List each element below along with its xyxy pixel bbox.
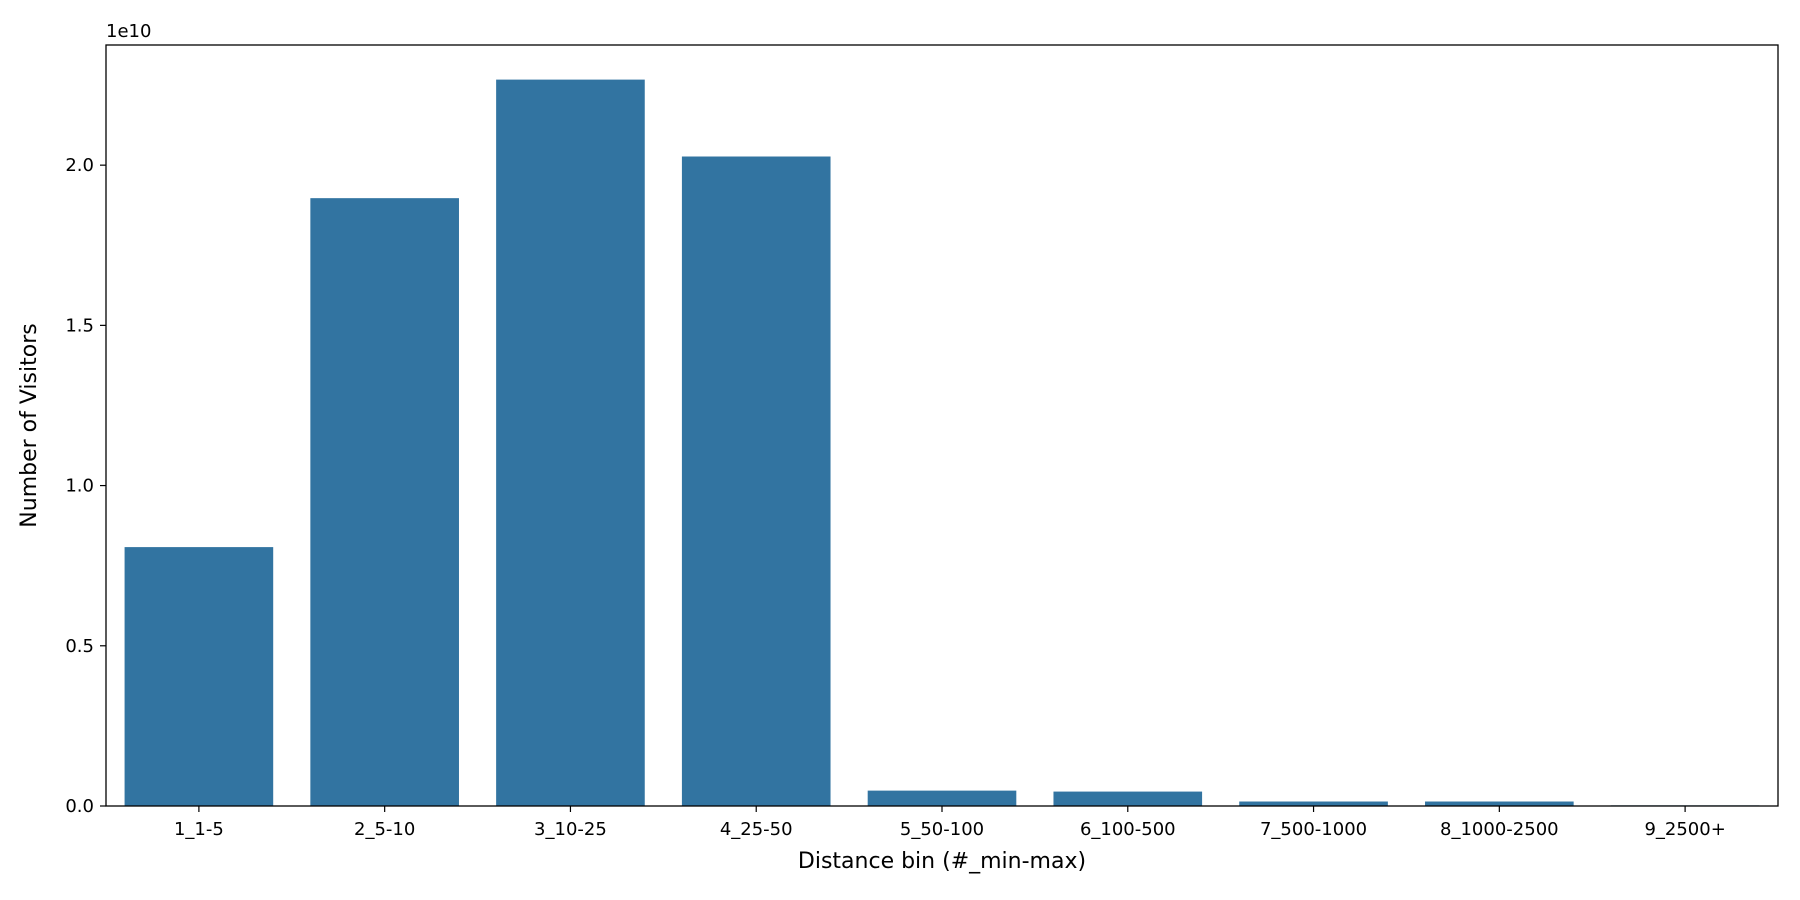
- bar-3_10-25: [496, 79, 645, 807]
- x-tick-label: 9_2500+: [1644, 819, 1725, 840]
- x-tick-label: 3_10-25: [534, 819, 607, 840]
- x-tick-label: 2_5-10: [354, 819, 415, 840]
- x-tick-label: 6_100-500: [1080, 819, 1176, 840]
- x-tick-label: 8_1000-2500: [1440, 819, 1559, 840]
- y-tick-label: 1.0: [65, 476, 94, 497]
- bar-8_1000-2500: [1425, 801, 1574, 806]
- y-ticks-group: 0.0 0.5 1.0 1.5 2.0: [65, 155, 106, 817]
- bar-2_5-10: [310, 198, 459, 807]
- bar-1_1-5: [124, 547, 274, 806]
- y-tick-label: 0.0: [65, 796, 94, 817]
- x-tick-label: 5_50-100: [900, 819, 984, 840]
- y-axis-offset-label: 1e10: [106, 21, 151, 42]
- x-ticks-group: 1_1-5 2_5-10 3_10-25 4_25-50 5_50-100 6_100-5…: [174, 806, 1726, 840]
- x-tick-label: 4_25-50: [720, 819, 793, 840]
- bar-7_500-1000: [1239, 801, 1388, 806]
- x-tick-label: 1_1-5: [174, 819, 224, 840]
- bars-group: [124, 79, 1760, 807]
- bar-5_50-100: [867, 790, 1017, 806]
- y-axis-label: Number of Visitors: [17, 323, 42, 527]
- y-tick-label: 1.5: [65, 315, 94, 336]
- x-tick-label: 7_500-1000: [1260, 819, 1367, 840]
- bar-6_100-500: [1053, 791, 1203, 806]
- plot-frame: [105, 44, 1779, 807]
- x-axis-label: Distance bin (#_min-max): [798, 849, 1086, 874]
- bar-4_25-50: [681, 156, 831, 806]
- y-tick-label: 2.0: [65, 155, 94, 176]
- y-tick-label: 0.5: [65, 636, 94, 657]
